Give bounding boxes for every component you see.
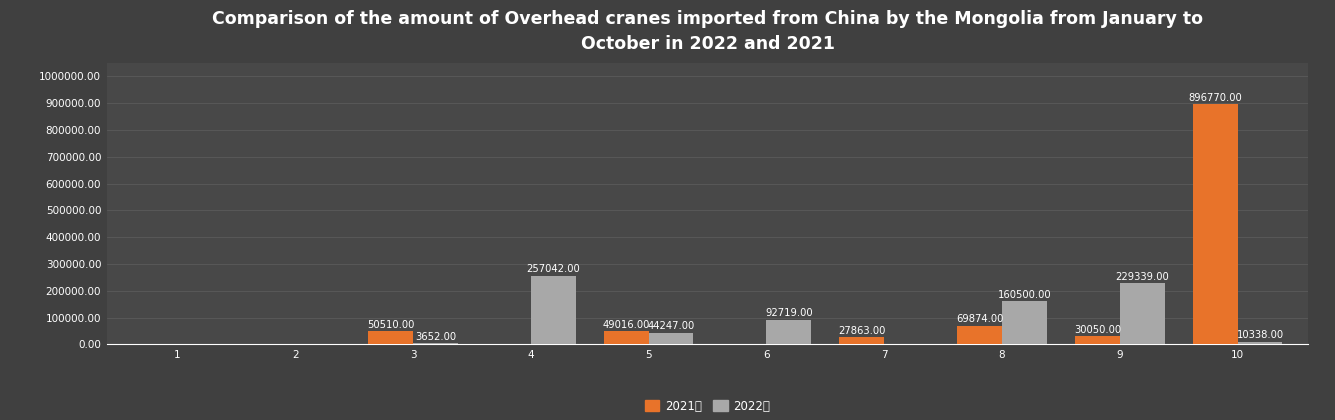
Text: 27863.00: 27863.00	[838, 326, 885, 336]
Bar	[368, 331, 413, 344]
Text: 92719.00: 92719.00	[765, 308, 813, 318]
Text: 896770.00: 896770.00	[1188, 93, 1242, 103]
Bar	[1120, 283, 1164, 344]
Bar	[531, 276, 575, 344]
Text: 44247.00: 44247.00	[647, 321, 694, 331]
Bar	[1003, 302, 1047, 344]
Bar	[1193, 104, 1238, 344]
Text: 30050.00: 30050.00	[1073, 325, 1121, 335]
Bar	[766, 320, 812, 344]
Bar	[649, 333, 693, 344]
Title: Comparison of the amount of Overhead cranes imported from China by the Mongolia : Comparison of the amount of Overhead cra…	[212, 10, 1203, 53]
Bar	[840, 337, 884, 344]
Text: 229339.00: 229339.00	[1115, 272, 1169, 281]
Bar	[957, 326, 1003, 344]
Text: 10338.00: 10338.00	[1236, 330, 1283, 340]
Text: 3652.00: 3652.00	[415, 332, 457, 342]
Bar	[1238, 341, 1283, 344]
Legend: 2021年, 2022年: 2021年, 2022年	[639, 395, 776, 417]
Text: 69874.00: 69874.00	[956, 314, 1004, 324]
Text: 50510.00: 50510.00	[367, 320, 414, 330]
Bar	[1075, 336, 1120, 344]
Text: 160500.00: 160500.00	[997, 290, 1051, 300]
Text: 49016.00: 49016.00	[602, 320, 650, 330]
Text: 257042.00: 257042.00	[526, 264, 581, 274]
Bar	[603, 331, 649, 344]
